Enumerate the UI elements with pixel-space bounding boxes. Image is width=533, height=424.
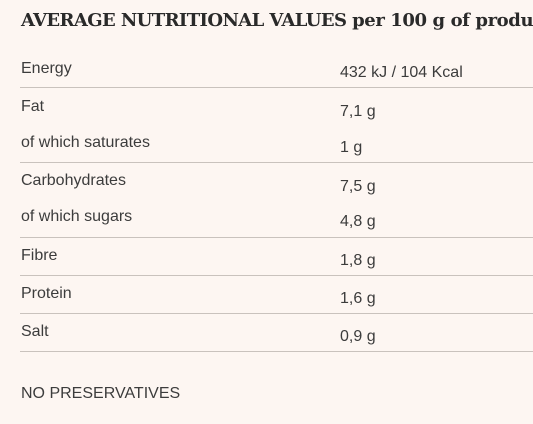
row-label-carbohydrates: Carbohydrates bbox=[21, 172, 126, 189]
row-value-protein: 1,6 g bbox=[340, 290, 376, 307]
table-row-fat: Fat 7,1 g bbox=[0, 88, 533, 125]
table-row-sugars: of which sugars 4,8 g bbox=[0, 200, 533, 238]
nutrition-title-suffix: per 100 g of product bbox=[352, 10, 533, 31]
table-row-fibre: Fibre 1,8 g bbox=[0, 238, 533, 276]
table-row-protein: Protein 1,6 g bbox=[0, 276, 533, 314]
table-row-saturates: of which saturates 1 g bbox=[0, 125, 533, 163]
row-value-salt: 0,9 g bbox=[340, 328, 376, 345]
row-value-fibre: 1,8 g bbox=[340, 252, 376, 269]
nutrition-table: Energy 432 kJ / 104 Kcal Fat 7,1 g of wh… bbox=[0, 50, 533, 352]
table-row-energy: Energy 432 kJ / 104 Kcal bbox=[0, 50, 533, 88]
row-label-sugars: of which sugars bbox=[21, 208, 133, 225]
row-value-fat: 7,1 g bbox=[340, 103, 376, 120]
row-value-saturates: 1 g bbox=[340, 139, 363, 156]
row-label-protein: Protein bbox=[21, 285, 72, 302]
row-label-salt: Salt bbox=[21, 323, 49, 340]
row-label-energy: Energy bbox=[21, 60, 72, 77]
table-row-salt: Salt 0,9 g bbox=[0, 314, 533, 352]
nutrition-title-main: AVERAGE NUTRITIONAL VALUES bbox=[21, 10, 347, 31]
preservatives-note: NO PRESERVATIVES bbox=[21, 385, 181, 402]
table-row-carbohydrates: Carbohydrates 7,5 g bbox=[0, 163, 533, 200]
row-label-fibre: Fibre bbox=[21, 247, 58, 264]
nutrition-title: AVERAGE NUTRITIONAL VALUES per 100 g of … bbox=[21, 8, 533, 34]
row-value-sugars: 4,8 g bbox=[340, 213, 376, 230]
row-label-fat: Fat bbox=[21, 98, 45, 115]
row-label-saturates: of which saturates bbox=[21, 134, 150, 151]
row-value-energy: 432 kJ / 104 Kcal bbox=[340, 64, 463, 81]
row-value-carbohydrates: 7,5 g bbox=[340, 178, 376, 195]
